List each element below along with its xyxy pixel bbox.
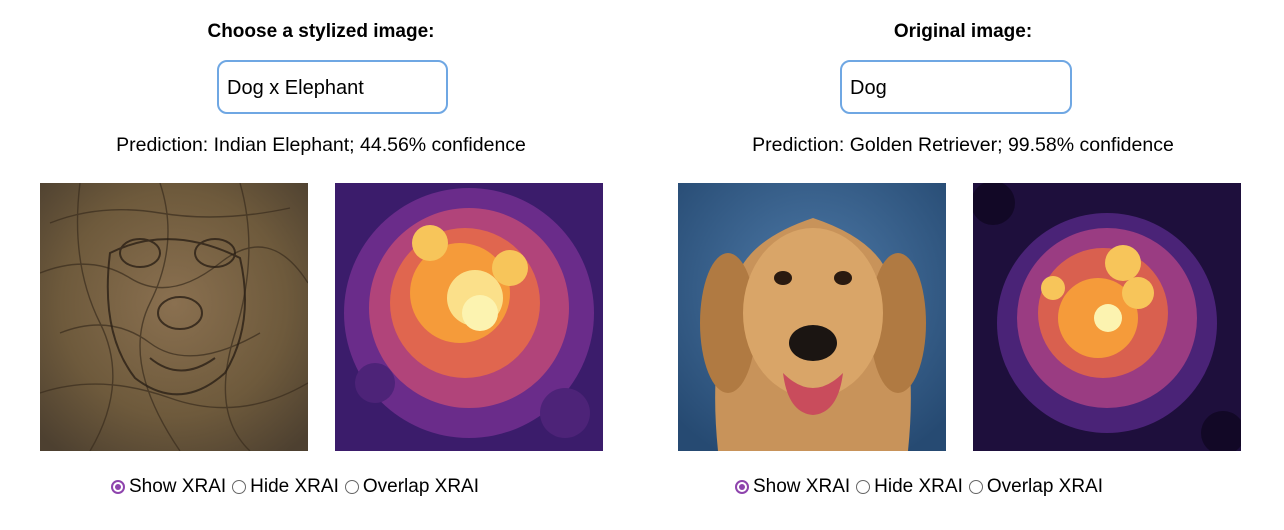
radio-unchecked-icon[interactable] (856, 480, 871, 494)
stylized-xrai-radio-group: Show XRAI Hide XRAI Overlap XRAI (111, 476, 485, 498)
original-radio-hide-xrai[interactable]: Hide XRAI (856, 476, 963, 498)
stylized-image (40, 183, 308, 451)
original-prediction: Prediction: Golden Retriever; 99.58% con… (752, 134, 1174, 156)
radio-label: Overlap XRAI (362, 476, 480, 497)
stylized-radio-overlap-xrai[interactable]: Overlap XRAI (344, 476, 480, 498)
radio-label: Hide XRAI (250, 476, 339, 497)
original-image (678, 183, 946, 451)
stylized-xrai-heatmap (335, 183, 603, 451)
stylized-panel: Choose a stylized image: Dog x Elephant … (40, 21, 603, 498)
radio-unchecked-icon[interactable] (232, 480, 247, 494)
radio-unchecked-icon[interactable] (968, 480, 983, 494)
radio-label: Show XRAI (129, 476, 227, 497)
radio-label: Overlap XRAI (986, 476, 1104, 497)
original-panel: Original image: Dog Prediction: Golden R… (642, 0, 1284, 530)
stylized-heading: Choose a stylized image: (207, 21, 435, 42)
original-heading: Original image: (893, 21, 1033, 42)
original-radio-show-xrai[interactable]: Show XRAI (735, 476, 850, 498)
radio-label: Hide XRAI (874, 476, 963, 497)
stylized-radio-hide-xrai[interactable]: Hide XRAI (232, 476, 339, 498)
radio-label: Show XRAI (753, 476, 851, 497)
radio-checked-icon[interactable] (735, 480, 749, 494)
stylized-image-select[interactable]: Dog x Elephant (217, 60, 448, 114)
stylized-radio-show-xrai[interactable]: Show XRAI (111, 476, 226, 498)
radio-checked-icon[interactable] (111, 480, 125, 494)
original-xrai-heatmap (973, 183, 1241, 451)
original-xrai-radio-group: Show XRAI Hide XRAI Overlap XRAI (735, 476, 1109, 498)
original-radio-overlap-xrai[interactable]: Overlap XRAI (968, 476, 1104, 498)
original-image-select[interactable]: Dog (840, 60, 1072, 114)
stylized-prediction: Prediction: Indian Elephant; 44.56% conf… (116, 134, 526, 156)
radio-unchecked-icon[interactable] (344, 480, 359, 494)
